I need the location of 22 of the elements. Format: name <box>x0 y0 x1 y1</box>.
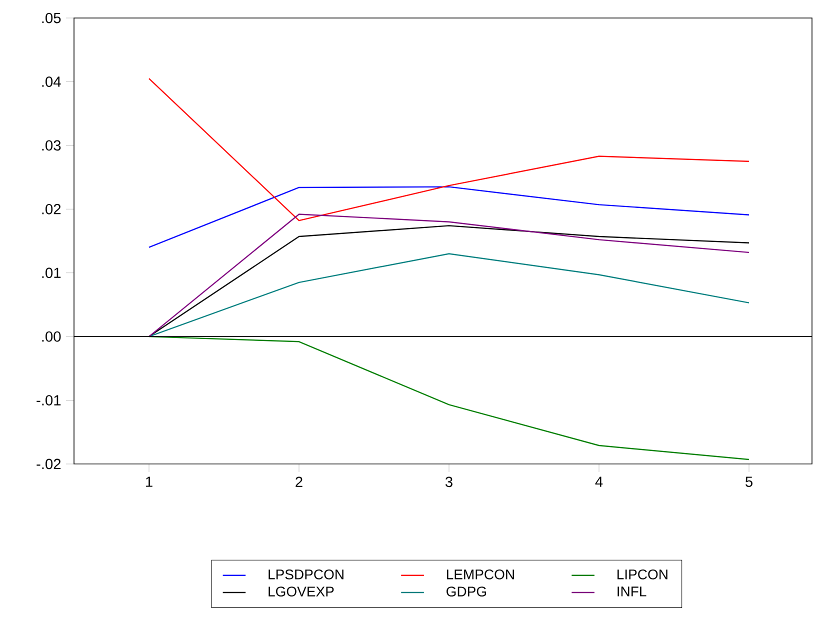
y-tick-label: .04 <box>42 76 61 87</box>
line-series <box>148 78 750 222</box>
x-tick-label: 5 <box>746 476 752 487</box>
y-tick-label: -.01 <box>36 395 61 406</box>
y-tick-label: .03 <box>42 140 61 151</box>
line-series <box>148 253 750 338</box>
x-tick-label: 1 <box>146 476 152 487</box>
legend-label: LEMPCON <box>446 569 514 580</box>
y-tick-label: -.02 <box>36 458 61 470</box>
y-tick-label: .05 <box>42 12 61 24</box>
y-tick-label: .01 <box>42 268 61 278</box>
y-tick-label: .02 <box>42 204 61 214</box>
y-tick-label: .00 <box>42 331 61 342</box>
legend-label: LGOVEXP <box>268 586 334 596</box>
x-tick-label: 2 <box>296 476 302 487</box>
x-tick-label: 4 <box>595 476 603 487</box>
legend-label: LPSDPCON <box>268 569 344 580</box>
legend-label: LIPCON <box>618 569 668 580</box>
line-series <box>148 186 750 248</box>
x-tick-label: 3 <box>445 476 452 488</box>
legend-label: INFL <box>618 586 646 596</box>
legend-label: GDPG <box>446 586 486 596</box>
